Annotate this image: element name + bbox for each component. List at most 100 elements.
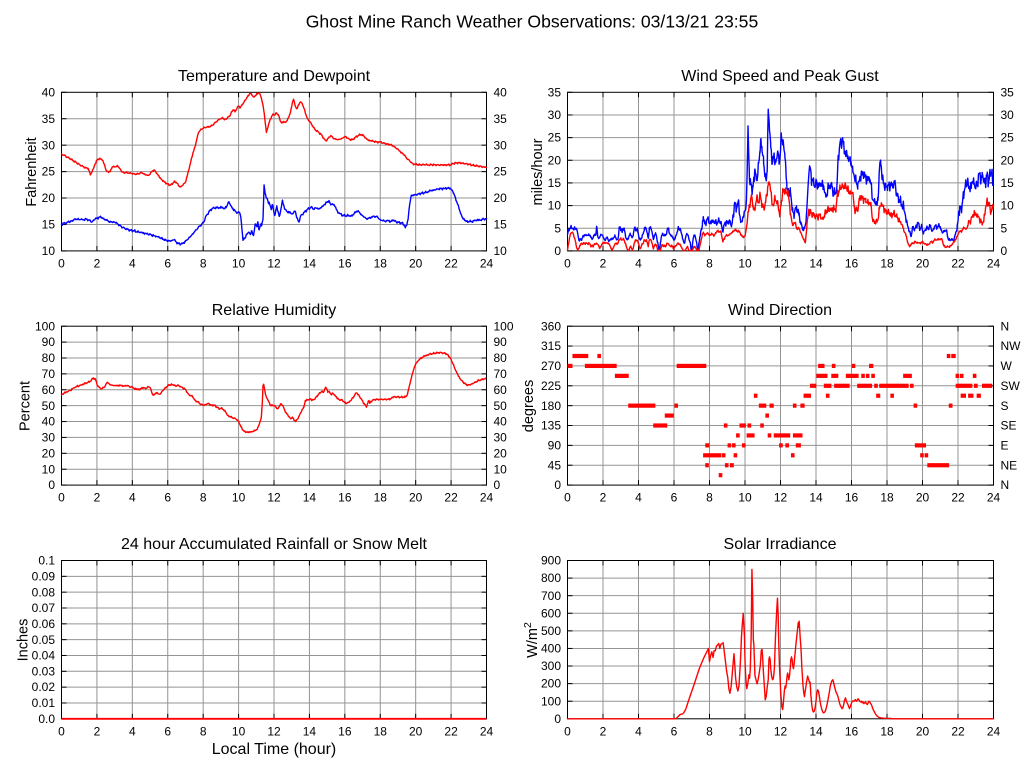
- svg-text:20: 20: [548, 153, 562, 167]
- svg-text:100: 100: [35, 319, 55, 333]
- svg-text:500: 500: [541, 624, 561, 638]
- svg-text:180: 180: [541, 399, 561, 413]
- svg-text:90: 90: [42, 335, 56, 349]
- svg-text:W: W: [1001, 359, 1013, 373]
- svg-text:20: 20: [916, 257, 930, 271]
- svg-text:W/m2: W/m2: [522, 622, 541, 658]
- svg-text:0: 0: [564, 257, 571, 271]
- svg-text:4: 4: [129, 724, 136, 738]
- svg-text:0.01: 0.01: [32, 696, 56, 710]
- svg-text:0: 0: [58, 724, 65, 738]
- svg-text:10: 10: [232, 491, 246, 505]
- svg-text:80: 80: [42, 351, 56, 365]
- svg-text:30: 30: [1001, 108, 1015, 122]
- svg-text:14: 14: [809, 724, 823, 738]
- svg-text:10: 10: [42, 244, 56, 258]
- svg-text:315: 315: [541, 339, 561, 353]
- svg-text:10: 10: [42, 462, 56, 476]
- svg-text:2: 2: [600, 491, 607, 505]
- svg-text:NE: NE: [1001, 458, 1018, 472]
- svg-text:22: 22: [444, 491, 458, 505]
- svg-text:0: 0: [554, 478, 561, 492]
- svg-text:degrees: degrees: [521, 380, 537, 432]
- svg-text:12: 12: [774, 491, 788, 505]
- svg-text:0.06: 0.06: [32, 617, 56, 631]
- svg-text:100: 100: [541, 694, 561, 708]
- svg-text:E: E: [1001, 438, 1009, 452]
- svg-text:90: 90: [548, 438, 562, 452]
- svg-text:2: 2: [94, 491, 101, 505]
- svg-text:0.08: 0.08: [32, 585, 56, 599]
- svg-text:20: 20: [409, 491, 423, 505]
- svg-text:90: 90: [494, 335, 508, 349]
- svg-text:16: 16: [845, 724, 859, 738]
- svg-text:14: 14: [303, 491, 317, 505]
- svg-text:24: 24: [480, 257, 494, 271]
- svg-text:10: 10: [738, 257, 752, 271]
- svg-text:Temperature and Dewpoint: Temperature and Dewpoint: [178, 68, 371, 85]
- svg-text:24: 24: [480, 491, 494, 505]
- svg-text:25: 25: [1001, 131, 1015, 145]
- svg-text:5: 5: [1001, 221, 1008, 235]
- svg-text:70: 70: [42, 367, 56, 381]
- svg-text:20: 20: [1001, 153, 1015, 167]
- svg-text:10: 10: [738, 724, 752, 738]
- svg-text:24 hour Accumulated Rainfall o: 24 hour Accumulated Rainfall or Snow Mel…: [121, 536, 427, 553]
- svg-text:40: 40: [494, 85, 508, 99]
- svg-text:35: 35: [1001, 85, 1015, 99]
- svg-text:0: 0: [58, 257, 65, 271]
- svg-text:14: 14: [809, 491, 823, 505]
- svg-text:30: 30: [42, 138, 56, 152]
- svg-text:0.03: 0.03: [32, 664, 56, 678]
- svg-text:10: 10: [548, 199, 562, 213]
- svg-text:30: 30: [494, 431, 508, 445]
- svg-text:16: 16: [845, 257, 859, 271]
- svg-text:5: 5: [554, 221, 561, 235]
- svg-text:0: 0: [564, 724, 571, 738]
- svg-text:4: 4: [635, 724, 642, 738]
- svg-text:16: 16: [845, 491, 859, 505]
- svg-text:60: 60: [494, 383, 508, 397]
- svg-text:18: 18: [374, 724, 388, 738]
- svg-text:14: 14: [303, 257, 317, 271]
- svg-text:18: 18: [374, 257, 388, 271]
- svg-text:0: 0: [554, 244, 561, 258]
- svg-text:16: 16: [338, 724, 352, 738]
- svg-text:15: 15: [1001, 176, 1015, 190]
- svg-text:0: 0: [564, 491, 571, 505]
- svg-text:20: 20: [494, 191, 508, 205]
- svg-text:15: 15: [548, 176, 562, 190]
- svg-text:600: 600: [541, 606, 561, 620]
- svg-text:135: 135: [541, 419, 561, 433]
- svg-text:700: 700: [541, 589, 561, 603]
- svg-text:35: 35: [494, 112, 508, 126]
- svg-text:18: 18: [880, 491, 894, 505]
- svg-text:8: 8: [200, 724, 207, 738]
- svg-text:NW: NW: [1001, 339, 1022, 353]
- svg-text:22: 22: [444, 724, 458, 738]
- svg-text:8: 8: [706, 257, 713, 271]
- svg-text:4: 4: [635, 491, 642, 505]
- svg-text:2: 2: [600, 724, 607, 738]
- svg-text:20: 20: [409, 257, 423, 271]
- svg-text:Relative Humidity: Relative Humidity: [212, 302, 336, 319]
- svg-text:Local Time (hour): Local Time (hour): [212, 741, 337, 758]
- svg-text:20: 20: [916, 491, 930, 505]
- svg-text:0: 0: [58, 491, 65, 505]
- svg-text:270: 270: [541, 359, 561, 373]
- svg-text:24: 24: [987, 724, 1001, 738]
- svg-text:0: 0: [48, 478, 55, 492]
- svg-text:40: 40: [494, 415, 508, 429]
- svg-text:12: 12: [267, 257, 281, 271]
- svg-text:Fahrenheit: Fahrenheit: [24, 137, 40, 206]
- svg-text:14: 14: [303, 724, 317, 738]
- svg-text:0: 0: [1001, 244, 1008, 258]
- svg-text:2: 2: [94, 724, 101, 738]
- svg-text:0.02: 0.02: [32, 680, 56, 694]
- svg-text:22: 22: [951, 491, 965, 505]
- svg-text:2: 2: [94, 257, 101, 271]
- svg-text:6: 6: [164, 724, 171, 738]
- svg-text:S: S: [1001, 399, 1009, 413]
- svg-text:0.09: 0.09: [32, 569, 56, 583]
- svg-text:22: 22: [444, 257, 458, 271]
